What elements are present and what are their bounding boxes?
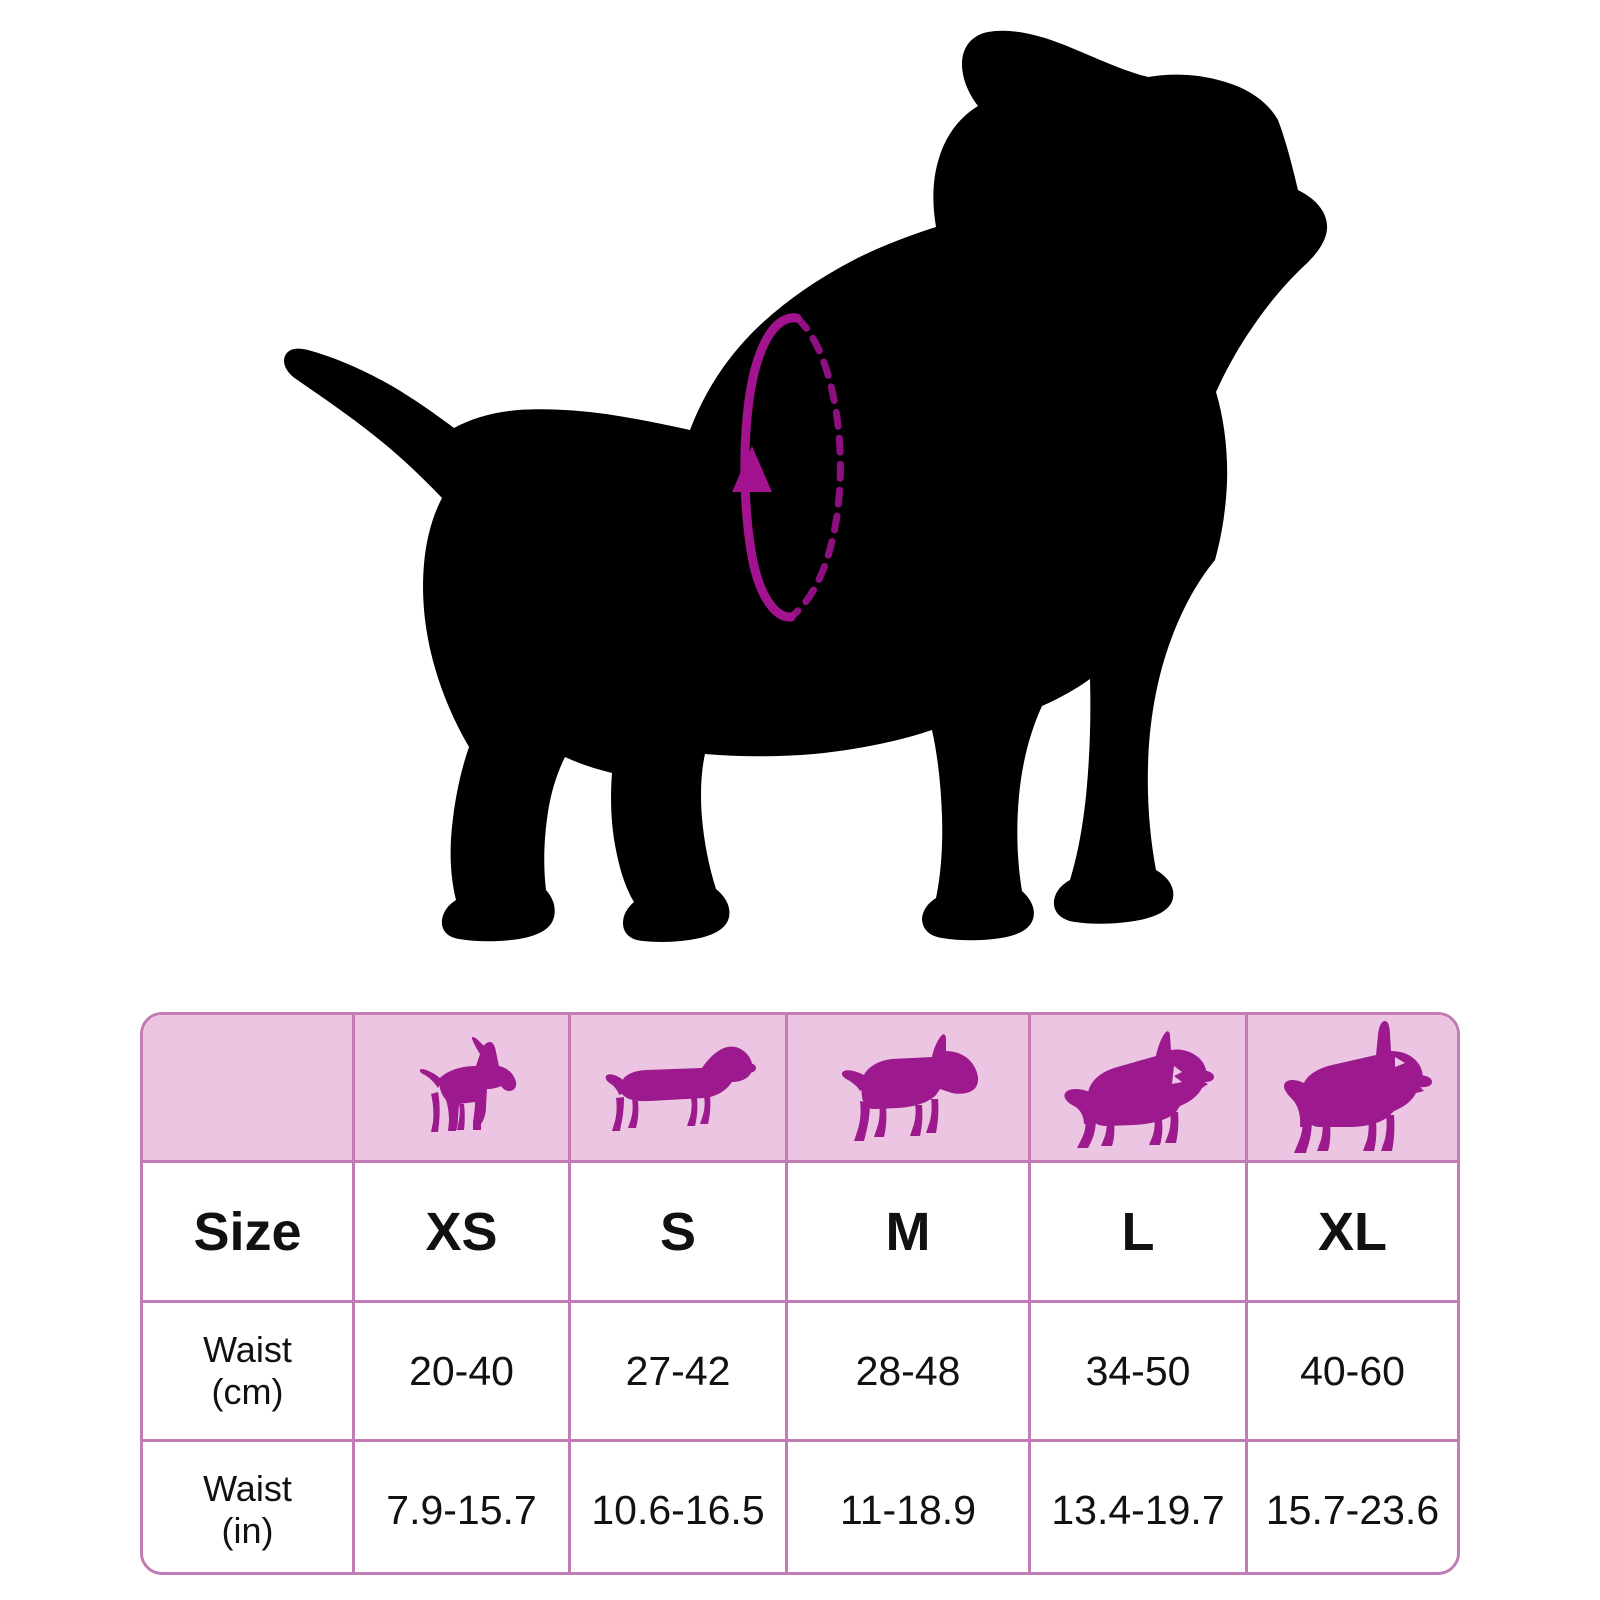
great-dane-icon	[1245, 1015, 1457, 1160]
waist-cm-value-m: 28-48	[855, 1347, 961, 1394]
waist-cm-row: Waist (cm) 20-40 27-42 28-48 34-50 40-60	[143, 1300, 1457, 1439]
waist-in-cell-m: 11-18.9	[785, 1442, 1028, 1572]
waist-cm-cell-s: 27-42	[568, 1303, 785, 1439]
waist-in-cell-s: 10.6-16.5	[568, 1442, 785, 1572]
size-row: Size XS S M L XL	[143, 1160, 1457, 1300]
size-row-header: Size	[143, 1163, 352, 1300]
waist-cm-cell-m: 28-48	[785, 1303, 1028, 1439]
waist-in-value-xl: 15.7-23.6	[1265, 1486, 1440, 1533]
size-cell-xs: XS	[352, 1163, 568, 1300]
waist-in-value-s: 10.6-16.5	[591, 1486, 765, 1533]
waist-in-row: Waist (in) 7.9-15.7 10.6-16.5 11-18.9 13…	[143, 1439, 1457, 1572]
waist-in-header-line2: (in)	[221, 1510, 274, 1551]
waist-cm-cell-xs: 20-40	[352, 1303, 568, 1439]
waist-in-cell-xs: 7.9-15.7	[352, 1442, 568, 1572]
waist-cm-value-xl: 40-60	[1300, 1347, 1405, 1394]
size-cell-l: L	[1028, 1163, 1245, 1300]
waist-cm-value-l: 34-50	[1085, 1347, 1191, 1394]
waist-in-row-header: Waist (in)	[143, 1442, 352, 1572]
size-cell-m: M	[785, 1163, 1028, 1300]
waist-cm-value-xs: 20-40	[409, 1347, 514, 1394]
size-row-header-label: Size	[193, 1201, 302, 1262]
size-value-m: M	[885, 1201, 931, 1262]
waist-cm-cell-xl: 40-60	[1245, 1303, 1457, 1439]
dachshund-icon	[568, 1015, 785, 1160]
waist-measurement-loop	[732, 313, 844, 622]
breed-icon-row	[143, 1015, 1457, 1160]
waist-in-header-line1: Waist	[203, 1467, 292, 1509]
waist-cm-row-header: Waist (cm)	[143, 1303, 352, 1439]
waist-cm-value-s: 27-42	[625, 1347, 731, 1394]
waist-cm-cell-l: 34-50	[1028, 1303, 1245, 1439]
measure-arrow-icon	[732, 446, 772, 492]
size-value-xs: XS	[425, 1201, 498, 1262]
size-cell-xl: XL	[1245, 1163, 1457, 1300]
waist-cm-header-line2: (cm)	[211, 1371, 284, 1412]
dog-size-chart-table: Size XS S M L XL Waist (cm)	[140, 1012, 1460, 1575]
size-value-s: S	[659, 1201, 697, 1262]
chihuahua-icon	[352, 1015, 568, 1160]
size-value-l: L	[1121, 1201, 1155, 1262]
size-cell-s: S	[568, 1163, 785, 1300]
waist-in-header-text: Waist (in)	[203, 1468, 292, 1553]
waist-in-value-l: 13.4-19.7	[1051, 1486, 1225, 1533]
waist-cm-header-line1: Waist	[203, 1328, 292, 1370]
dog-side-silhouette	[284, 30, 1328, 943]
german-shepherd-icon	[1028, 1015, 1245, 1160]
waist-in-value-m: 11-18.9	[839, 1486, 976, 1533]
waist-in-value-xs: 7.9-15.7	[386, 1486, 537, 1533]
waist-in-cell-l: 13.4-19.7	[1028, 1442, 1245, 1572]
waist-cm-header-text: Waist (cm)	[203, 1329, 292, 1414]
size-value-xl: XL	[1317, 1201, 1387, 1262]
dog-illustration	[284, 30, 1328, 943]
blank-icon-cell	[143, 1015, 352, 1160]
bull-terrier-icon	[785, 1015, 1028, 1160]
waist-in-cell-xl: 15.7-23.6	[1245, 1442, 1457, 1572]
